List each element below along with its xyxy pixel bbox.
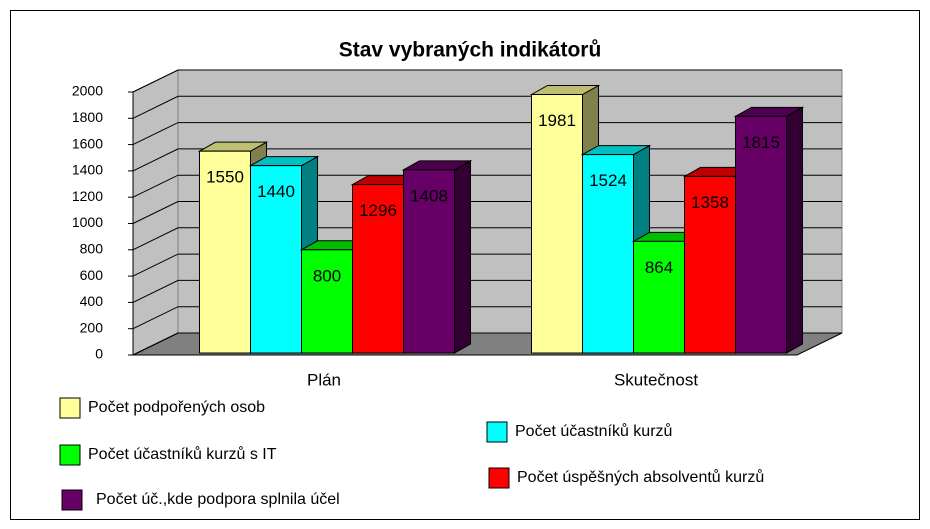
y-tick-label: 1000 — [72, 214, 103, 230]
y-tick-label: 200 — [80, 319, 104, 335]
y-tick-label: 1800 — [72, 109, 103, 125]
y-tick-label: 1600 — [72, 135, 103, 151]
bar — [684, 175, 736, 354]
data-label: 1815 — [742, 133, 780, 152]
legend-label: Počet účastníků kurzů — [515, 422, 672, 440]
legend-swatch — [59, 397, 81, 419]
grid-line — [132, 122, 842, 146]
legend-label: Počet účastníků kurzů s IT — [88, 445, 277, 463]
y-tick-label: 600 — [80, 267, 104, 283]
x-tick-label: Skutečnost — [614, 370, 698, 389]
bar — [582, 154, 634, 354]
y-tick-label: 400 — [80, 293, 104, 309]
y-tick-label: 1200 — [72, 188, 103, 204]
legend-swatch — [61, 489, 83, 511]
data-label: 1550 — [206, 168, 244, 187]
legend-label: Počet podpořených osob — [88, 399, 265, 416]
bar — [403, 169, 455, 354]
data-label: 1296 — [359, 201, 397, 220]
data-label: 1358 — [691, 193, 729, 212]
data-label: 1524 — [589, 171, 627, 190]
x-tick-label: Plán — [307, 370, 341, 389]
bar — [735, 115, 787, 354]
grid-line — [132, 95, 842, 119]
data-label: 800 — [313, 266, 341, 285]
bar — [301, 249, 353, 354]
y-tick-label: 800 — [80, 241, 104, 257]
data-label: 1981 — [538, 111, 576, 130]
bar-side — [454, 159, 471, 354]
bar — [250, 165, 302, 354]
legend-label: Počet úč.,kde podpora splnila účel — [96, 491, 340, 508]
grid-line — [132, 69, 842, 93]
data-label: 864 — [645, 258, 673, 277]
y-tick-label: 1400 — [72, 162, 103, 178]
data-label: 1440 — [257, 182, 295, 201]
y-tick-label: 2000 — [72, 83, 103, 99]
bar — [199, 150, 251, 354]
y-tick-label: 0 — [95, 346, 103, 362]
legend-swatch — [486, 421, 508, 443]
bar — [352, 184, 404, 354]
data-label: 1408 — [410, 186, 448, 205]
bar — [531, 93, 583, 354]
legend-swatch — [59, 444, 81, 466]
bar-side — [786, 106, 803, 354]
chart-title: Stav vybraných indikátorů — [339, 39, 602, 62]
legend-label: Počet úspěšných absolventů kurzů — [517, 468, 764, 486]
legend-swatch — [488, 467, 510, 489]
